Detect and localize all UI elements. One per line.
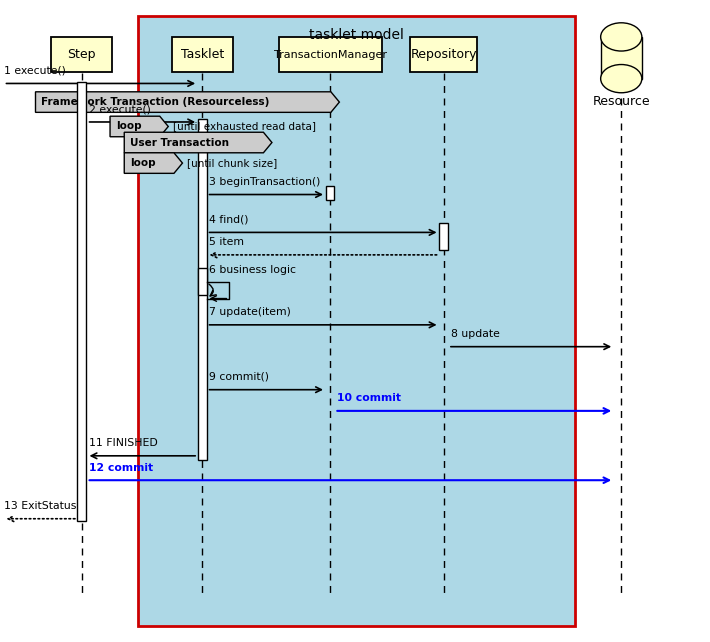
Text: 12 commit: 12 commit — [89, 462, 153, 473]
Text: [until chunk size]: [until chunk size] — [187, 158, 277, 168]
Text: 3 beginTransaction(): 3 beginTransaction() — [209, 177, 321, 187]
FancyBboxPatch shape — [410, 37, 477, 72]
FancyBboxPatch shape — [197, 268, 207, 295]
FancyBboxPatch shape — [52, 37, 112, 72]
Polygon shape — [124, 132, 272, 153]
Text: loop: loop — [116, 121, 141, 132]
Text: tasklet model: tasklet model — [310, 28, 404, 42]
Text: loop: loop — [130, 158, 155, 168]
Text: [until exhausted read data]: [until exhausted read data] — [173, 121, 315, 132]
Text: 10 commit: 10 commit — [337, 393, 401, 403]
Text: Tasklet: Tasklet — [181, 48, 224, 61]
Ellipse shape — [601, 64, 642, 93]
FancyBboxPatch shape — [326, 186, 334, 200]
Polygon shape — [124, 153, 182, 173]
Text: 8 update: 8 update — [451, 329, 500, 339]
FancyBboxPatch shape — [278, 37, 382, 72]
FancyBboxPatch shape — [197, 119, 207, 460]
FancyBboxPatch shape — [439, 223, 448, 250]
Polygon shape — [36, 92, 339, 112]
FancyBboxPatch shape — [172, 37, 232, 72]
Text: Framework Transaction (Resourceless): Framework Transaction (Resourceless) — [41, 97, 270, 107]
Text: 7 update(item): 7 update(item) — [209, 307, 291, 317]
Text: 4 find(): 4 find() — [209, 214, 249, 225]
Text: 13 ExitStatus: 13 ExitStatus — [4, 501, 76, 511]
Text: 11 FINISHED: 11 FINISHED — [89, 438, 158, 448]
FancyBboxPatch shape — [77, 82, 87, 521]
Polygon shape — [110, 116, 168, 137]
Text: 9 commit(): 9 commit() — [209, 372, 270, 382]
Text: 6 business logic: 6 business logic — [209, 265, 297, 275]
Text: 1 execute(): 1 execute() — [4, 65, 65, 76]
Text: Repository: Repository — [410, 48, 477, 61]
Ellipse shape — [601, 22, 642, 51]
Text: 5 item: 5 item — [209, 237, 244, 247]
Text: Step: Step — [67, 48, 96, 61]
Text: TransactionManager: TransactionManager — [273, 49, 387, 60]
Text: Resource: Resource — [592, 94, 650, 108]
Text: User Transaction: User Transaction — [130, 137, 229, 148]
Text: 2 execute(): 2 execute() — [89, 104, 151, 114]
Polygon shape — [138, 16, 575, 626]
FancyBboxPatch shape — [601, 37, 642, 78]
